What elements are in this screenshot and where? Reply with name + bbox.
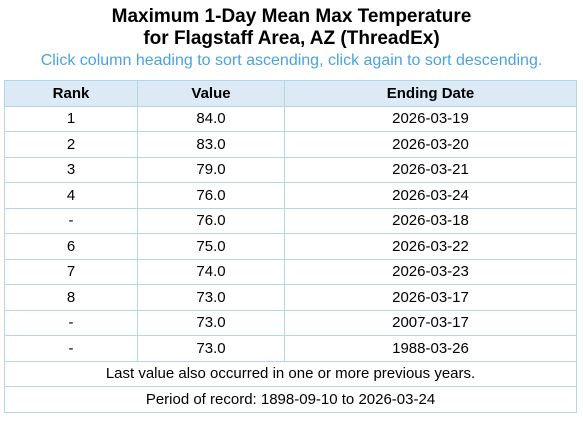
ending-date-cell: 2026-03-20 xyxy=(284,131,577,158)
rank-cell: 3 xyxy=(4,156,138,183)
table-body: 1 84.0 2026-03-19 2 83.0 2026-03-20 3 79.0 2026-… xyxy=(4,105,577,362)
ending-date-cell: 2026-03-23 xyxy=(284,258,577,285)
value-cell: 74.0 xyxy=(137,258,285,285)
table-row: -73.0 2007-03-17 xyxy=(4,309,577,336)
page-title: Maximum 1-Day Mean Max Temperature for F… xyxy=(0,6,583,50)
value-column-header[interactable]: Value xyxy=(137,80,285,107)
value-cell: 73.0 xyxy=(137,284,285,311)
ending-date-cell: 2026-03-21 xyxy=(284,156,577,183)
table-row: -73.0 1988-03-26 xyxy=(4,335,577,362)
table-row: 2 83.0 2026-03-20 xyxy=(4,131,577,158)
table-row: 1 84.0 2026-03-19 xyxy=(4,105,577,132)
ending-date-cell: 2026-03-17 xyxy=(284,284,577,311)
value-cell: 73.0 xyxy=(137,335,285,362)
table-row: 3 79.0 2026-03-21 xyxy=(4,156,577,183)
value-cell: 76.0 xyxy=(137,207,285,234)
value-cell: 83.0 xyxy=(137,131,285,158)
ending-date-column-header[interactable]: Ending Date xyxy=(284,80,577,107)
rank-cell: - xyxy=(4,309,138,336)
value-cell: 79.0 xyxy=(137,156,285,183)
table-row: 7 74.0 2026-03-23 xyxy=(4,258,577,285)
table-row: 4 76.0 2026-03-24 xyxy=(4,182,577,209)
results-table: Rank Value Ending Date 1 84.0 2026-03-19 2 8… xyxy=(4,80,577,413)
table-row: 6 75.0 2026-03-22 xyxy=(4,233,577,260)
rank-cell: - xyxy=(4,335,138,362)
rank-cell: 4 xyxy=(4,182,138,209)
ending-date-cell: 2026-03-18 xyxy=(284,207,577,234)
ending-date-cell: 2007-03-17 xyxy=(284,309,577,336)
period-of-record-row: Period of record: 1898-09-10 to 2026-03-… xyxy=(4,386,577,413)
footer-note: Last value also occurred in one or more … xyxy=(4,360,577,387)
title-line-1: Maximum 1-Day Mean Max Temperature xyxy=(111,6,472,27)
table-header-row: Rank Value Ending Date xyxy=(4,80,577,107)
table-row: 8 73.0 2026-03-17 xyxy=(4,284,577,311)
rank-cell: - xyxy=(4,207,138,234)
rank-cell: 6 xyxy=(4,233,138,260)
ending-date-cell: 2026-03-24 xyxy=(284,182,577,209)
value-cell: 75.0 xyxy=(137,233,285,260)
footer-note-row: Last value also occurred in one or more … xyxy=(4,360,577,387)
ending-date-cell: 1988-03-26 xyxy=(284,335,577,362)
value-cell: 84.0 xyxy=(137,105,285,132)
rank-cell: 8 xyxy=(4,284,138,311)
rank-cell: 1 xyxy=(4,105,138,132)
value-cell: 73.0 xyxy=(137,309,285,336)
title-line-2: for Flagstaff Area, AZ (ThreadEx) xyxy=(143,28,440,49)
period-of-record: Period of record: 1898-09-10 to 2026-03-… xyxy=(4,386,577,413)
rank-cell: 7 xyxy=(4,258,138,285)
rank-column-header[interactable]: Rank xyxy=(4,80,138,107)
ending-date-cell: 2026-03-22 xyxy=(284,233,577,260)
sort-instructions: Click column heading to sort ascending, … xyxy=(40,52,543,69)
ending-date-cell: 2026-03-19 xyxy=(284,105,577,132)
rank-cell: 2 xyxy=(4,131,138,158)
value-cell: 76.0 xyxy=(137,182,285,209)
table-row: -76.0 2026-03-18 xyxy=(4,207,577,234)
